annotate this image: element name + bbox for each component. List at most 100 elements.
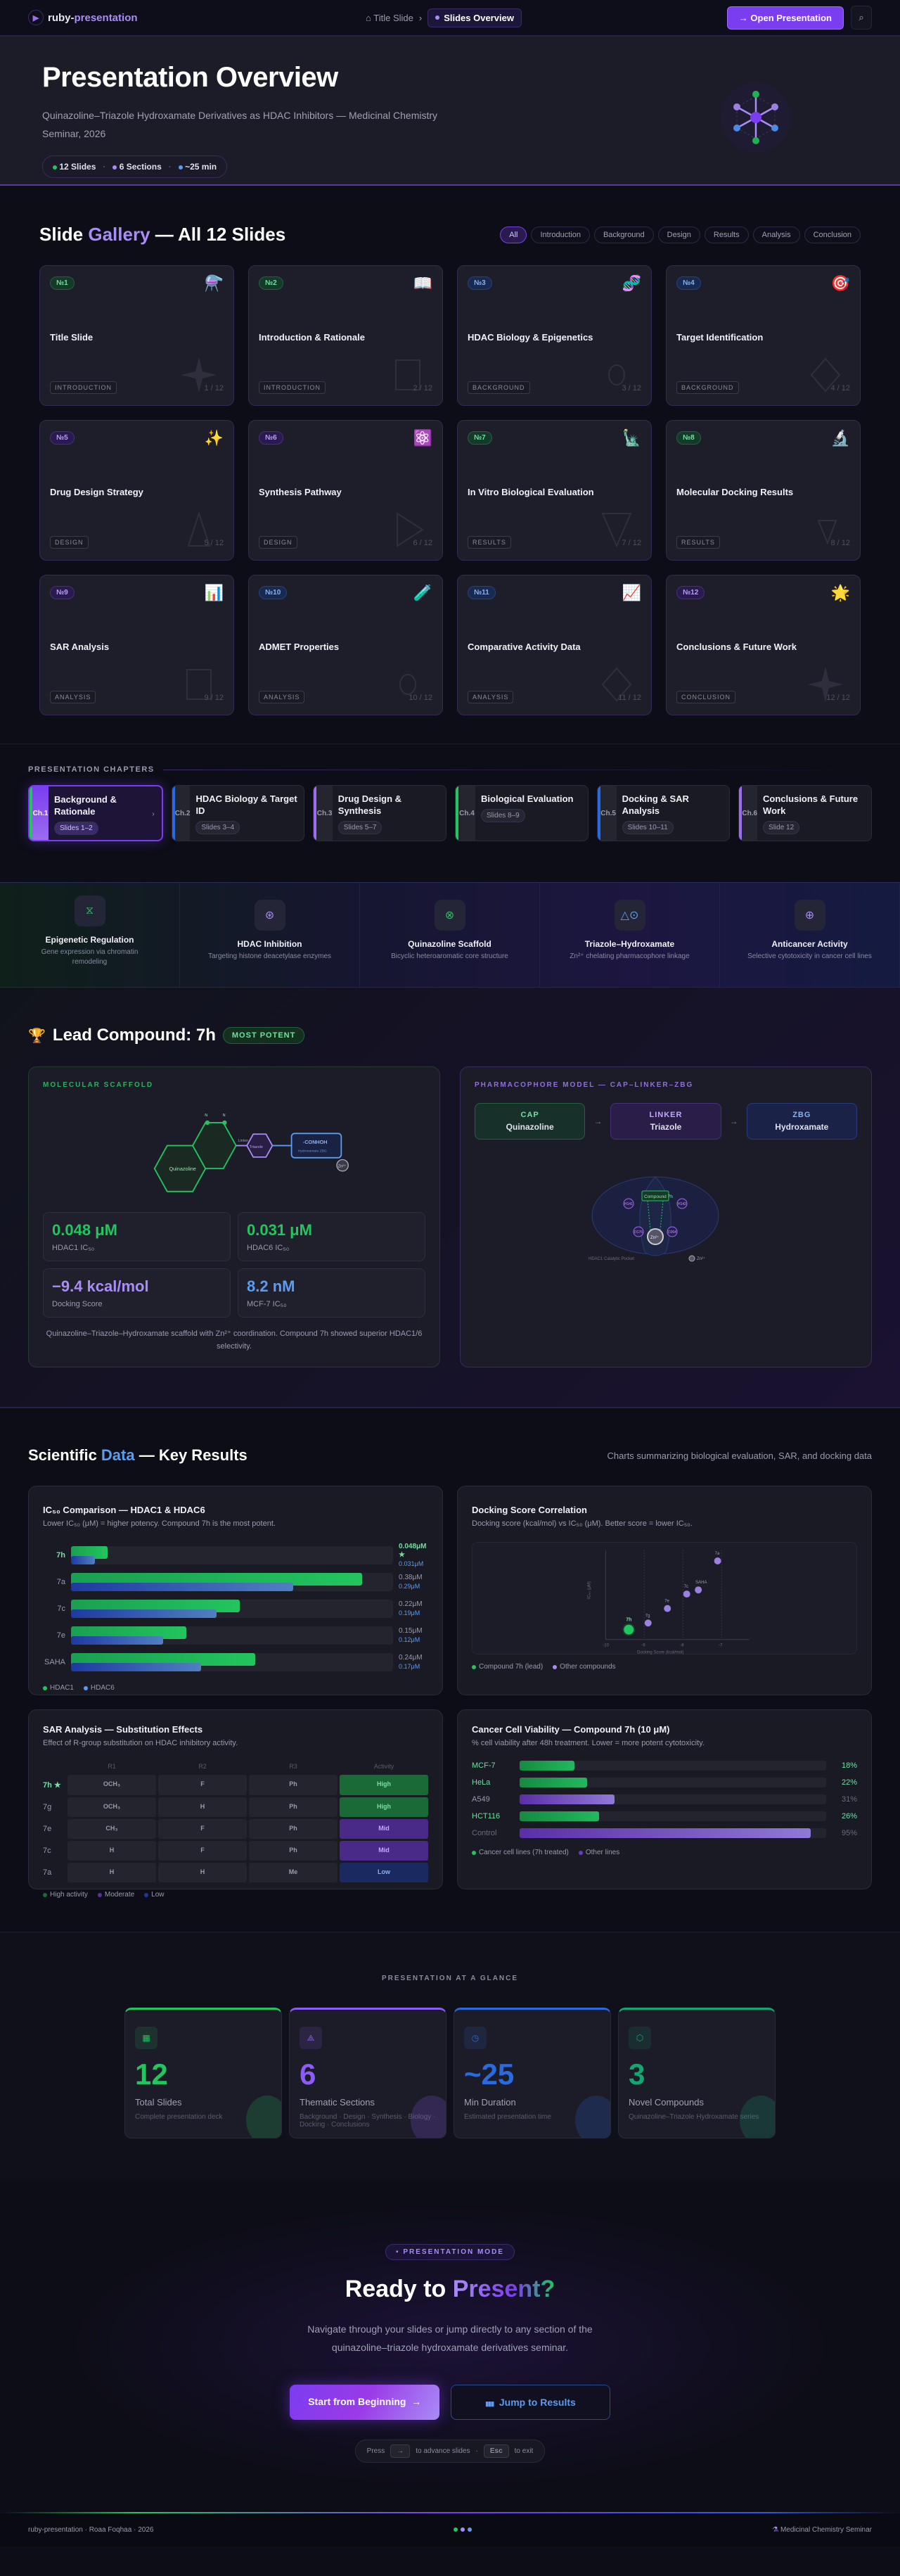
slide-number-badge: №10	[259, 586, 288, 599]
slide-card[interactable]: №2 📖 Introduction & Rationale INTRODUCTION 2…	[248, 265, 443, 406]
slide-card[interactable]: №1 ⚗️ Title Slide INTRODUCTION 1 / 12	[39, 265, 234, 406]
glance-icon: ⟁	[300, 2027, 322, 2049]
slide-number-badge: №11	[468, 586, 496, 599]
slide-card[interactable]: №10 🧪 ADMET Properties ANALYSIS 10 / 12	[248, 575, 443, 715]
slide-position: 2 / 12	[413, 384, 432, 393]
filter-results[interactable]: Results	[704, 226, 749, 243]
sar-cell: H	[68, 1841, 156, 1861]
decorative-shape-icon	[399, 674, 416, 695]
slide-card[interactable]: №7 🗽 In Vitro Biological Evaluation RESULTS…	[457, 420, 652, 561]
slide-position: 3 / 12	[622, 384, 641, 393]
viability-row: HCT116 26%	[472, 1811, 857, 1821]
home-icon: ⌂	[366, 12, 371, 23]
glance-label: PRESENTATION AT A GLANCE	[381, 1975, 519, 1982]
slide-card[interactable]: №6 ⚛️ Synthesis Pathway DESIGN 6 / 12	[248, 420, 443, 561]
svg-text:Zn²⁺: Zn²⁺	[650, 1235, 659, 1240]
chapter-card[interactable]: Ch.6 Conclusions & Future Work Slide 12	[738, 785, 873, 841]
dot-icon	[53, 165, 57, 170]
keyboard-hint: Press → to advance slides · Esc to exit	[354, 2440, 546, 2463]
svg-text:Zn²⁺: Zn²⁺	[697, 1256, 705, 1261]
chapter-card[interactable]: Ch.1 Background & Rationale Slides 1–2 ›	[28, 785, 163, 841]
slide-emoji-icon: 🎯	[830, 274, 850, 292]
metric-card: −9.4 kcal/mol Docking Score	[43, 1268, 231, 1318]
chapter-card[interactable]: Ch.4 Biological Evaluation Slides 8–9	[455, 785, 589, 841]
science-subtitle: Charts summarizing biological evaluation…	[607, 1450, 872, 1461]
chapter-number: Ch.6	[739, 786, 758, 841]
breadcrumb-home[interactable]: ⌂ Title Slide	[366, 12, 413, 23]
glance-icon: ▦	[135, 2027, 158, 2049]
theme-title: HDAC Inhibition	[237, 939, 302, 949]
pharmacophore-linker: LINKER Triazole	[610, 1103, 721, 1140]
slide-card[interactable]: №11 📈 Comparative Activity Data ANALYSIS 11 …	[457, 575, 652, 715]
filter-introduction[interactable]: Introduction	[531, 226, 590, 243]
slide-emoji-icon: 📖	[413, 274, 432, 292]
chapter-card[interactable]: Ch.3 Drug Design & Synthesis Slides 5–7	[313, 785, 447, 841]
svg-text:Triazole: Triazole	[250, 1145, 263, 1149]
glance-title: Total Slides	[135, 2097, 182, 2108]
hero-subtitle: Quinazoline–Triazole Hydroxamate Derivat…	[42, 110, 438, 139]
svg-text:7g: 7g	[645, 1614, 650, 1618]
binding-pocket-diagram: Compound 7h Zn²⁺ H141 H142 D176 D264 HDA…	[589, 1176, 719, 1262]
slide-card[interactable]: №4 🎯 Target Identification BACKGROUND 4 / 12	[666, 265, 861, 406]
jump-to-results-button[interactable]: ▮▮▮ Jump to Results	[451, 2385, 610, 2420]
theme-item: ⊛ HDAC Inhibition Targeting histone deacet…	[180, 883, 360, 987]
metric-card: 0.048 μM HDAC1 IC₅₀	[43, 1212, 231, 1261]
slide-gallery: Slide Gallery — All 12 Slides All Introdu…	[0, 186, 900, 744]
slide-number-badge: №9	[50, 586, 75, 599]
sar-activity-cell: High	[340, 1797, 428, 1817]
hero-stat: ~25 min	[178, 162, 217, 172]
slide-title: Target Identification	[676, 332, 764, 343]
arrow-right-icon: →	[411, 2396, 422, 2407]
metric-value: 0.048 μM	[52, 1221, 117, 1239]
footer-dots	[454, 2527, 472, 2532]
science-title: Scientific Data — Key Results	[28, 1446, 248, 1464]
filter-conclusion[interactable]: Conclusion	[804, 226, 861, 243]
sar-cell: OCH₃	[68, 1797, 156, 1817]
svg-text:-CONHOH: -CONHOH	[303, 1139, 328, 1145]
slide-title: Molecular Docking Results	[676, 487, 794, 497]
search-button[interactable]: ⌕	[851, 6, 872, 30]
svg-text:-10: -10	[603, 1644, 609, 1648]
slide-title: Drug Design Strategy	[50, 487, 143, 497]
filter-all[interactable]: All	[500, 226, 527, 243]
slide-card[interactable]: №8 🔬 Molecular Docking Results RESULTS 8 / 1…	[666, 420, 861, 561]
slide-title: Synthesis Pathway	[259, 487, 342, 497]
filter-analysis[interactable]: Analysis	[752, 226, 800, 243]
slide-category-tag: INTRODUCTION	[50, 381, 117, 394]
chart-subtitle: Lower IC₅₀ (μM) = higher potency. Compou…	[43, 1519, 276, 1528]
cta-section: ▪ PRESENTATION MODE Ready to Present? Na…	[0, 2181, 900, 2512]
start-from-beginning-button[interactable]: Start from Beginning →	[290, 2385, 440, 2420]
slide-position: 4 / 12	[830, 384, 850, 393]
sar-cell: F	[158, 1819, 247, 1839]
trophy-icon: 🏆	[28, 1028, 46, 1044]
glance-icon: ◷	[464, 2027, 487, 2049]
svg-text:HDAC1 Catalytic Pocket: HDAC1 Catalytic Pocket	[589, 1257, 634, 1261]
slide-number-badge: №12	[676, 586, 705, 599]
brand-logo[interactable]: ▶ ruby-presentation	[28, 10, 138, 25]
slide-card[interactable]: №5 ✨ Drug Design Strategy DESIGN 5 / 12	[39, 420, 234, 561]
theme-icon: ⧖	[74, 895, 105, 926]
slide-category-tag: ANALYSIS	[468, 691, 514, 703]
metric-card: 0.031 μM HDAC6 IC₅₀	[238, 1212, 425, 1261]
slide-card[interactable]: №9 📊 SAR Analysis ANALYSIS 9 / 12	[39, 575, 234, 715]
filter-design[interactable]: Design	[657, 226, 700, 243]
decorative-shape-icon	[187, 512, 211, 547]
filter-background[interactable]: Background	[593, 226, 654, 243]
chapter-card[interactable]: Ch.2 HDAC Biology & Target ID Slides 3–4	[171, 785, 305, 841]
breadcrumb-current[interactable]: Slides Overview	[428, 8, 522, 27]
sar-cell: F	[158, 1841, 247, 1861]
glance-card: ⬡ 3 Novel Compounds Quinazoline–Triazole Hy…	[618, 2008, 776, 2138]
slide-card[interactable]: №12 🌟 Conclusions & Future Work CONCLUSION 1…	[666, 575, 861, 715]
open-presentation-button[interactable]: → Open Presentation	[726, 6, 844, 30]
metric-value: −9.4 kcal/mol	[52, 1277, 149, 1295]
hero-stats: 12 Slides · 6 Sections · ~25 min	[42, 155, 228, 178]
chart-title: Cancer Cell Viability — Compound 7h (10 …	[472, 1724, 670, 1735]
glance-title: Thematic Sections	[300, 2097, 375, 2108]
slide-card[interactable]: №3 🧬 HDAC Biology & Epigenetics BACKGROUND 3…	[457, 265, 652, 406]
theme-title: Epigenetic Regulation	[45, 935, 134, 945]
slide-category-tag: RESULTS	[676, 536, 720, 549]
slide-position: 7 / 12	[622, 539, 641, 547]
viability-row: MCF-7 18%	[472, 1761, 857, 1771]
chapter-card[interactable]: Ch.5 Docking & SAR Analysis Slides 10–11	[596, 785, 731, 841]
glance-description: Estimated presentation time	[464, 2113, 551, 2121]
